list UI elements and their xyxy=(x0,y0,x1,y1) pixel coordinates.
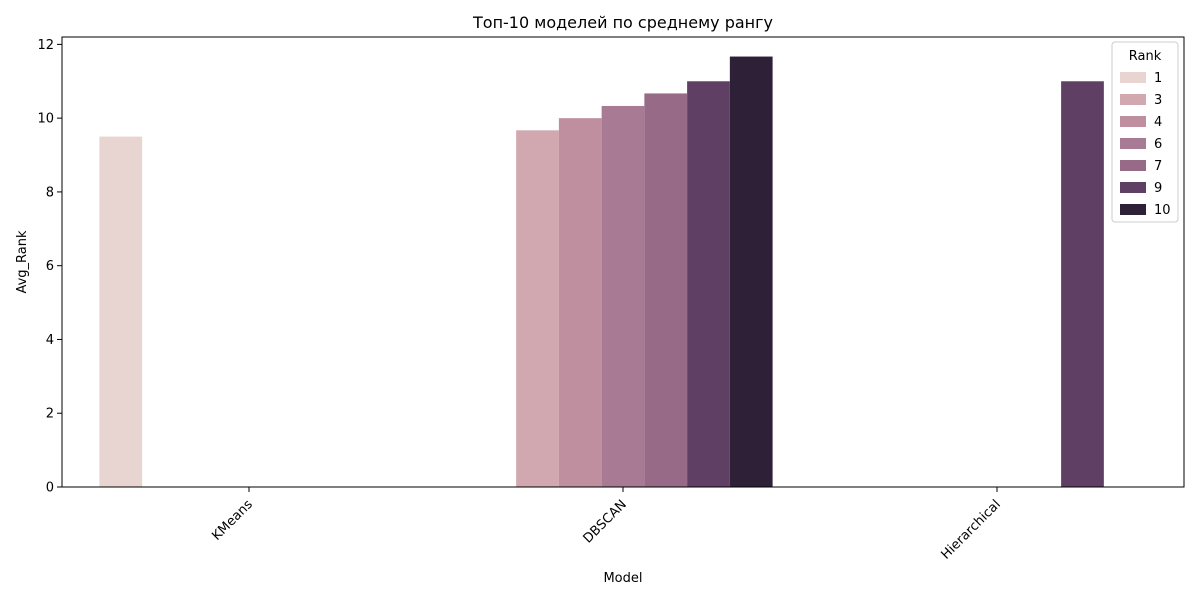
legend-label-6: 6 xyxy=(1154,137,1162,152)
legend-swatch-9 xyxy=(1120,182,1146,193)
legend-label-3: 3 xyxy=(1154,93,1162,108)
chart-title: Топ-10 моделей по среднему рангу xyxy=(472,13,773,32)
bar-dbscan-rank-10 xyxy=(729,56,773,487)
y-tick-label: 6 xyxy=(46,259,54,274)
legend-box xyxy=(1111,41,1179,223)
legend-swatch-4 xyxy=(1120,116,1146,127)
bar-dbscan-rank-6 xyxy=(601,105,645,488)
legend-swatch-10 xyxy=(1120,204,1146,215)
x-axis-label: Model xyxy=(603,571,642,586)
x-tick-label: DBSCAN xyxy=(581,497,630,546)
x-tick-label: KMeans xyxy=(209,497,256,544)
legend-label-7: 7 xyxy=(1154,159,1162,174)
y-tick-label: 8 xyxy=(46,185,54,200)
bar-kmeans-rank-1 xyxy=(99,136,143,488)
y-tick-label: 12 xyxy=(37,38,54,53)
y-tick-label: 0 xyxy=(46,481,54,496)
legend-label-9: 9 xyxy=(1154,181,1162,196)
y-tick-label: 2 xyxy=(46,407,54,422)
x-tick-label: Hierarchical xyxy=(938,497,1003,562)
legend: Rank 1 3 4 6 7 9 10 xyxy=(1111,41,1179,223)
legend-label-10: 10 xyxy=(1154,203,1171,218)
legend-label-1: 1 xyxy=(1154,71,1162,86)
x-axis: KMeans DBSCAN Hierarchical xyxy=(209,487,1004,563)
legend-swatch-7 xyxy=(1120,160,1146,171)
bar-dbscan-rank-3 xyxy=(516,130,559,487)
bar-dbscan-rank-9 xyxy=(687,81,730,487)
bar-dbscan-rank-7 xyxy=(644,93,688,488)
legend-title: Rank xyxy=(1129,49,1162,64)
legend-swatch-3 xyxy=(1120,94,1146,105)
legend-swatch-1 xyxy=(1120,72,1146,83)
bars-layer xyxy=(99,56,1104,488)
bar-hierarchical-rank-9 xyxy=(1061,81,1104,487)
legend-label-4: 4 xyxy=(1154,115,1162,130)
y-tick-label: 4 xyxy=(46,333,54,348)
bar-dbscan-rank-4 xyxy=(558,118,602,488)
y-axis-label: Avg_Rank xyxy=(15,230,30,294)
y-axis: 0 2 4 6 8 10 12 xyxy=(37,38,62,496)
y-tick-label: 10 xyxy=(37,112,54,127)
legend-swatch-6 xyxy=(1120,138,1146,149)
plot-frame xyxy=(61,36,1185,488)
